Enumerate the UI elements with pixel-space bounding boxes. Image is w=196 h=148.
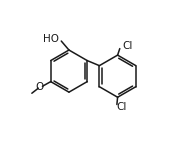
Text: Cl: Cl [122,41,132,51]
Text: O: O [36,82,44,92]
Text: HO: HO [43,34,59,44]
Text: Cl: Cl [116,102,127,112]
